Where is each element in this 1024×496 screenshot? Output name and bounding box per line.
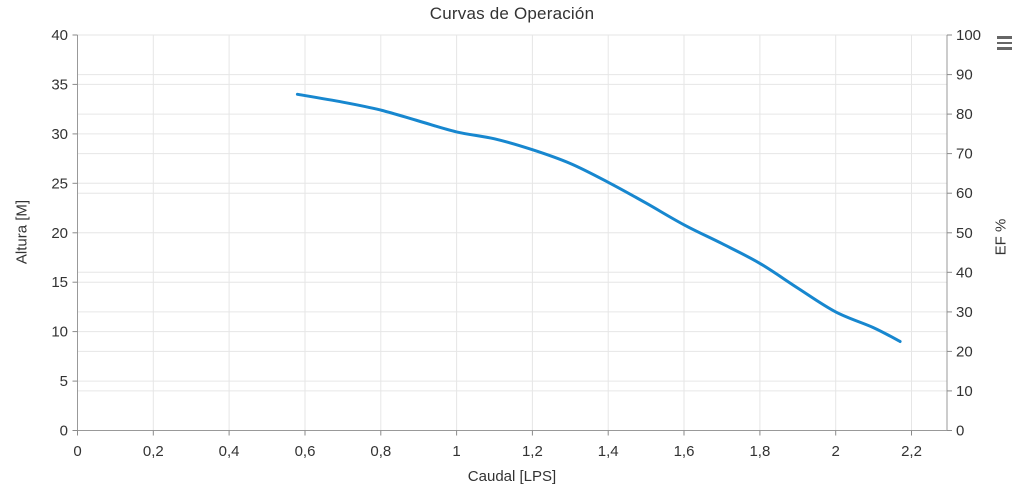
x-tick-label: 0,2: [143, 443, 164, 460]
y-right-tick-label: 80: [956, 106, 973, 123]
y-right-tick-labels: 0 10 20 30 40 50 60 70 80 90 100: [956, 27, 981, 440]
x-tick-label: 1,4: [598, 443, 619, 460]
y-right-tick-label: 90: [956, 67, 973, 84]
y-right-tick-label: 50: [956, 225, 973, 242]
y-right-tick-label: 100: [956, 27, 981, 44]
y-right-tick-label: 0: [956, 423, 964, 440]
y-right-tick-label: 10: [956, 383, 973, 400]
y-left-tick-label: 40: [51, 27, 68, 44]
hamburger-icon: [996, 47, 1012, 50]
tick-marks: [72, 34, 952, 436]
x-tick-labels: 0 0,2 0,4 0,6 0,8 1 1,2 1,4 1,6 1,8 2 2,2: [73, 443, 922, 460]
y-left-tick-label: 35: [51, 76, 68, 93]
y-right-tick-label: 70: [956, 146, 973, 163]
x-tick-label: 0,8: [370, 443, 391, 460]
context-menu-button[interactable]: [992, 32, 1016, 54]
y-right-tick-label: 40: [956, 264, 973, 281]
y-left-tick-label: 5: [60, 373, 68, 390]
x-tick-label: 0,4: [219, 443, 240, 460]
hamburger-icon: [996, 41, 1012, 45]
y-right-tick-label: 20: [956, 343, 973, 360]
series-line[interactable]: [295, 92, 902, 343]
x-tick-label: 1: [452, 443, 460, 460]
y-left-tick-label: 20: [51, 225, 68, 242]
y-left-tick-label: 0: [60, 423, 68, 440]
x-tick-label: 1,2: [522, 443, 543, 460]
x-tick-label: 1,6: [674, 443, 695, 460]
y-right-tick-label: 30: [956, 304, 973, 321]
y-left-tick-label: 10: [51, 324, 68, 341]
y-left-tick-label: 15: [51, 274, 68, 291]
x-tick-label: 0,6: [295, 443, 316, 460]
y-left-tick-labels: 0 5 10 15 20 25 30 35 40: [51, 27, 68, 440]
y-right-tick-label: 60: [956, 185, 973, 202]
x-tick-label: 0: [73, 443, 81, 460]
y-axis-title-left: Altura [M]: [13, 199, 31, 265]
chart-title: Curvas de Operación: [429, 4, 595, 23]
y-left-tick-label: 25: [51, 175, 68, 192]
x-tick-label: 2,2: [901, 443, 922, 460]
gridlines: [77, 34, 947, 431]
y-axis-title-right: EF %: [992, 218, 1010, 256]
hamburger-icon: [996, 36, 1012, 39]
x-tick-label: 1,8: [749, 443, 770, 460]
x-tick-label: 2: [832, 443, 840, 460]
y-left-tick-label: 30: [51, 126, 68, 143]
x-axis-title: Caudal [LPS]: [467, 468, 557, 485]
